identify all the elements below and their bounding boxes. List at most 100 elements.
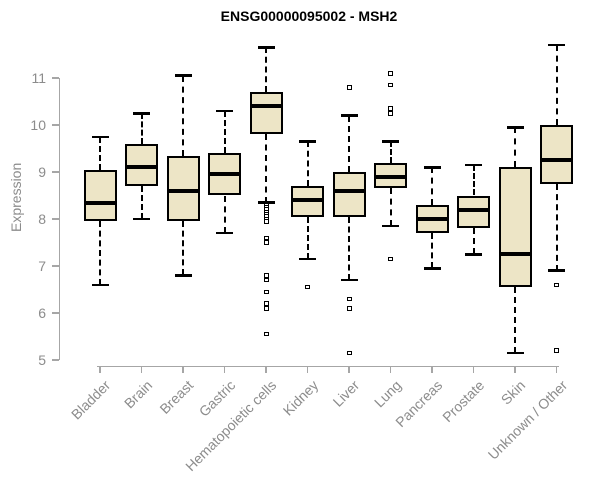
whisker-cap-low: [257, 201, 275, 204]
whisker-cap-high: [340, 114, 358, 117]
whisker-cap-high: [423, 166, 441, 169]
outlier-point: [388, 256, 393, 262]
y-axis-tick: [52, 218, 59, 220]
box-iqr: [540, 125, 573, 184]
median-line: [498, 252, 532, 257]
x-axis-tick: [265, 366, 267, 373]
whisker-line-upper: [99, 136, 101, 170]
median-line: [249, 104, 283, 109]
whisker-cap-high: [382, 140, 399, 143]
box-iqr: [166, 155, 200, 222]
whisker-line-upper: [555, 45, 558, 125]
whisker-cap-low: [133, 217, 150, 221]
whisker-cap-high: [133, 112, 150, 115]
x-axis-tick: [306, 366, 309, 373]
outlier-point: [346, 350, 352, 356]
median-line: [374, 174, 407, 179]
whisker-cap-low: [382, 224, 399, 228]
whisker-line-lower: [514, 287, 516, 353]
x-axis-tick: [472, 366, 475, 373]
x-axis-tick: [140, 366, 143, 373]
x-axis-tick: [223, 366, 226, 373]
outlier-point: [263, 240, 269, 245]
box-iqr: [125, 143, 158, 187]
outlier-point: [346, 296, 352, 302]
outlier-point: [263, 277, 269, 283]
whisker-line-lower: [306, 216, 309, 259]
whisker-line-upper: [472, 164, 475, 196]
outlier-point: [388, 106, 393, 111]
outlier-point: [305, 284, 310, 290]
whisker-line-upper: [182, 75, 184, 156]
whisker-cap-high: [465, 163, 482, 167]
whisker-cap-low: [548, 269, 565, 272]
whisker-cap-low: [174, 274, 192, 277]
y-tick-label: 6: [38, 305, 46, 321]
x-axis-tick: [514, 366, 516, 373]
y-axis-tick: [52, 312, 59, 314]
chart-title: ENSG00000095002 - MSH2: [220, 8, 398, 24]
y-tick-label: 11: [31, 70, 46, 86]
whisker-line-lower: [223, 195, 226, 234]
whisker-line-lower: [389, 188, 392, 227]
whisker-cap-high: [257, 46, 275, 49]
whisker-cap-high: [506, 126, 524, 129]
x-axis-tick: [555, 366, 558, 373]
y-axis-tick: [52, 77, 59, 79]
whisker-cap-low: [506, 351, 524, 355]
whisker-line-lower: [431, 233, 433, 269]
outlier-point: [346, 85, 352, 90]
median-line: [332, 188, 366, 193]
median-line: [125, 165, 158, 170]
x-axis-tick: [182, 366, 184, 373]
box-iqr: [457, 195, 490, 229]
whisker-line-lower: [182, 221, 184, 276]
y-axis-line: [58, 78, 60, 360]
box-iqr: [332, 172, 366, 217]
x-axis-line: [97, 365, 559, 367]
whisker-line-lower: [265, 134, 267, 203]
whisker-line-lower: [140, 186, 143, 219]
median-line: [540, 158, 573, 163]
x-axis-tick: [389, 366, 392, 373]
x-axis-tick: [431, 366, 433, 373]
median-line: [291, 198, 324, 203]
whisker-line-upper: [223, 110, 226, 154]
whisker-line-lower: [555, 183, 558, 271]
y-tick-label: 5: [38, 352, 46, 368]
median-line: [83, 200, 117, 205]
y-tick-label: 9: [38, 164, 46, 180]
outlier-point: [263, 219, 269, 224]
outlier-point: [263, 306, 269, 311]
whisker-cap-low: [216, 231, 233, 235]
outlier-point: [263, 289, 269, 295]
whisker-line-upper: [389, 141, 392, 163]
outlier-point: [388, 111, 393, 116]
x-axis-tick: [99, 366, 101, 373]
outlier-point: [554, 348, 559, 353]
whisker-cap-high: [548, 43, 565, 47]
y-axis-tick: [52, 124, 59, 126]
whisker-cap-high: [174, 74, 192, 77]
outlier-point: [263, 235, 269, 241]
whisker-cap-low: [340, 278, 358, 282]
whisker-line-upper: [514, 127, 516, 168]
whisker-line-upper: [140, 113, 143, 144]
whisker-line-lower: [348, 216, 350, 281]
whisker-cap-high: [299, 140, 316, 143]
outlier-point: [388, 82, 393, 88]
y-axis-tick: [52, 171, 59, 173]
whisker-line-upper: [306, 141, 309, 187]
whisker-cap-low: [465, 253, 482, 256]
outlier-point: [263, 273, 269, 278]
y-tick-label: 10: [30, 117, 46, 133]
whisker-cap-high: [91, 135, 109, 138]
box-iqr: [249, 92, 283, 135]
outlier-point: [388, 71, 393, 76]
median-line: [166, 188, 200, 193]
whisker-cap-low: [299, 257, 316, 261]
whisker-line-upper: [431, 167, 433, 205]
y-axis-tick: [52, 265, 59, 267]
